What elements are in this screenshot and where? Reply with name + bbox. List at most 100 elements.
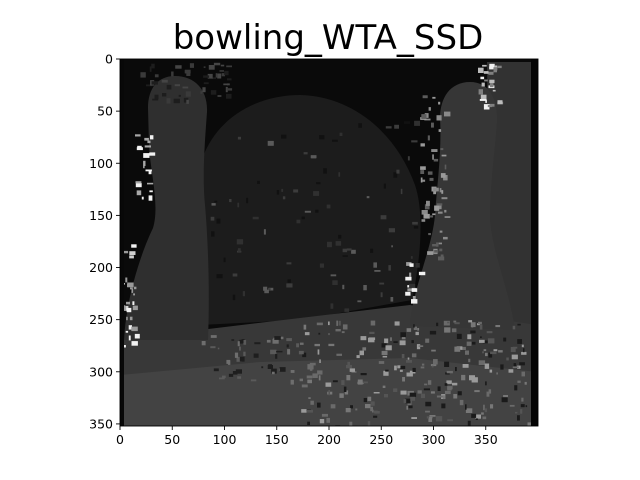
noise-speckle xyxy=(166,84,172,90)
noise-speckle xyxy=(434,250,439,253)
noise-speckle xyxy=(410,256,413,259)
noise-speckle xyxy=(399,340,406,346)
noise-speckle xyxy=(362,347,367,351)
noise-speckle xyxy=(210,335,217,338)
noise-speckle xyxy=(493,349,498,352)
noise-speckle xyxy=(287,279,291,283)
noise-speckle xyxy=(275,353,278,359)
noise-speckle xyxy=(492,89,496,92)
noise-speckle xyxy=(467,334,472,340)
noise-speckle xyxy=(135,134,141,137)
noise-speckle xyxy=(433,158,439,162)
noise-speckle xyxy=(239,339,243,344)
noise-speckle xyxy=(304,332,310,336)
noise-speckle xyxy=(358,123,362,128)
noise-speckle xyxy=(154,94,159,100)
noise-speckle xyxy=(144,137,149,141)
noise-speckle xyxy=(441,403,446,409)
noise-speckle xyxy=(203,82,209,85)
noise-speckle xyxy=(123,345,126,348)
noise-speckle xyxy=(495,325,501,328)
noise-speckle xyxy=(346,364,352,369)
noise-speckle xyxy=(468,358,471,363)
noise-speckle xyxy=(399,369,403,372)
noise-speckle xyxy=(237,341,240,347)
noise-speckle xyxy=(279,367,286,372)
noise-speckle xyxy=(406,328,412,332)
noise-speckle xyxy=(438,129,442,132)
noise-speckle xyxy=(239,346,241,351)
noise-speckle xyxy=(478,67,484,73)
noise-speckle xyxy=(143,153,150,158)
noise-speckle xyxy=(210,90,217,95)
noise-speckle xyxy=(148,169,152,175)
noise-speckle xyxy=(236,239,244,245)
right-bowling-pin xyxy=(410,82,515,330)
noise-speckle xyxy=(490,351,497,355)
noise-speckle xyxy=(465,350,469,355)
noise-speckle xyxy=(339,132,343,136)
noise-speckle xyxy=(184,69,191,74)
noise-speckle xyxy=(462,364,469,368)
noise-speckle xyxy=(316,182,321,185)
noise-speckle xyxy=(132,301,135,305)
noise-speckle xyxy=(496,372,498,375)
noise-speckle xyxy=(271,371,275,375)
noise-speckle xyxy=(406,405,409,410)
noise-speckle xyxy=(488,71,494,75)
noise-speckle xyxy=(521,397,524,402)
noise-speckle xyxy=(145,169,152,172)
noise-speckle xyxy=(338,320,341,326)
noise-speckle xyxy=(271,368,277,374)
noise-speckle xyxy=(519,362,525,366)
noise-speckle xyxy=(470,330,476,334)
noise-speckle xyxy=(327,241,332,248)
noise-speckle xyxy=(400,188,403,195)
noise-speckle xyxy=(374,270,381,272)
noise-speckle xyxy=(447,386,453,390)
noise-layer xyxy=(120,62,532,426)
noise-speckle xyxy=(339,393,344,398)
noise-speckle xyxy=(274,336,281,340)
noise-speckle xyxy=(232,273,238,277)
noise-speckle xyxy=(129,251,136,255)
noise-speckle xyxy=(287,349,291,355)
noise-speckle xyxy=(445,372,450,375)
noise-speckle xyxy=(210,346,216,349)
noise-speckle xyxy=(183,97,189,103)
noise-speckle xyxy=(443,236,448,240)
noise-speckle xyxy=(357,300,362,303)
noise-speckle xyxy=(421,114,427,119)
noise-speckle xyxy=(360,336,367,341)
noise-speckle xyxy=(524,381,527,385)
noise-speckle xyxy=(444,209,447,213)
noise-speckle xyxy=(211,231,215,237)
noise-speckle xyxy=(281,134,287,139)
noise-speckle xyxy=(237,376,242,379)
noise-speckle xyxy=(500,364,504,370)
noise-speckle xyxy=(293,189,299,193)
noise-speckle xyxy=(223,257,226,263)
noise-speckle xyxy=(517,365,521,369)
noise-speckle xyxy=(479,339,485,343)
noise-speckle xyxy=(482,351,484,354)
noise-speckle xyxy=(426,416,430,419)
noise-speckle xyxy=(290,370,295,373)
right-panel xyxy=(487,62,537,325)
noise-speckle xyxy=(517,380,521,383)
noise-speckle xyxy=(390,297,394,302)
noise-speckle xyxy=(213,62,221,66)
noise-speckle xyxy=(401,337,406,340)
noise-speckle xyxy=(406,372,413,377)
noise-speckle xyxy=(246,197,249,204)
noise-speckle xyxy=(161,79,168,83)
noise-speckle xyxy=(312,373,318,378)
noise-speckle xyxy=(400,332,406,338)
noise-speckle xyxy=(146,84,153,87)
noise-speckle xyxy=(200,91,203,94)
noise-speckle xyxy=(403,121,411,124)
noise-speckle xyxy=(465,404,467,410)
noise-speckle xyxy=(485,381,487,386)
y-tick-label: 0 xyxy=(105,52,113,67)
noise-speckle xyxy=(511,354,518,360)
